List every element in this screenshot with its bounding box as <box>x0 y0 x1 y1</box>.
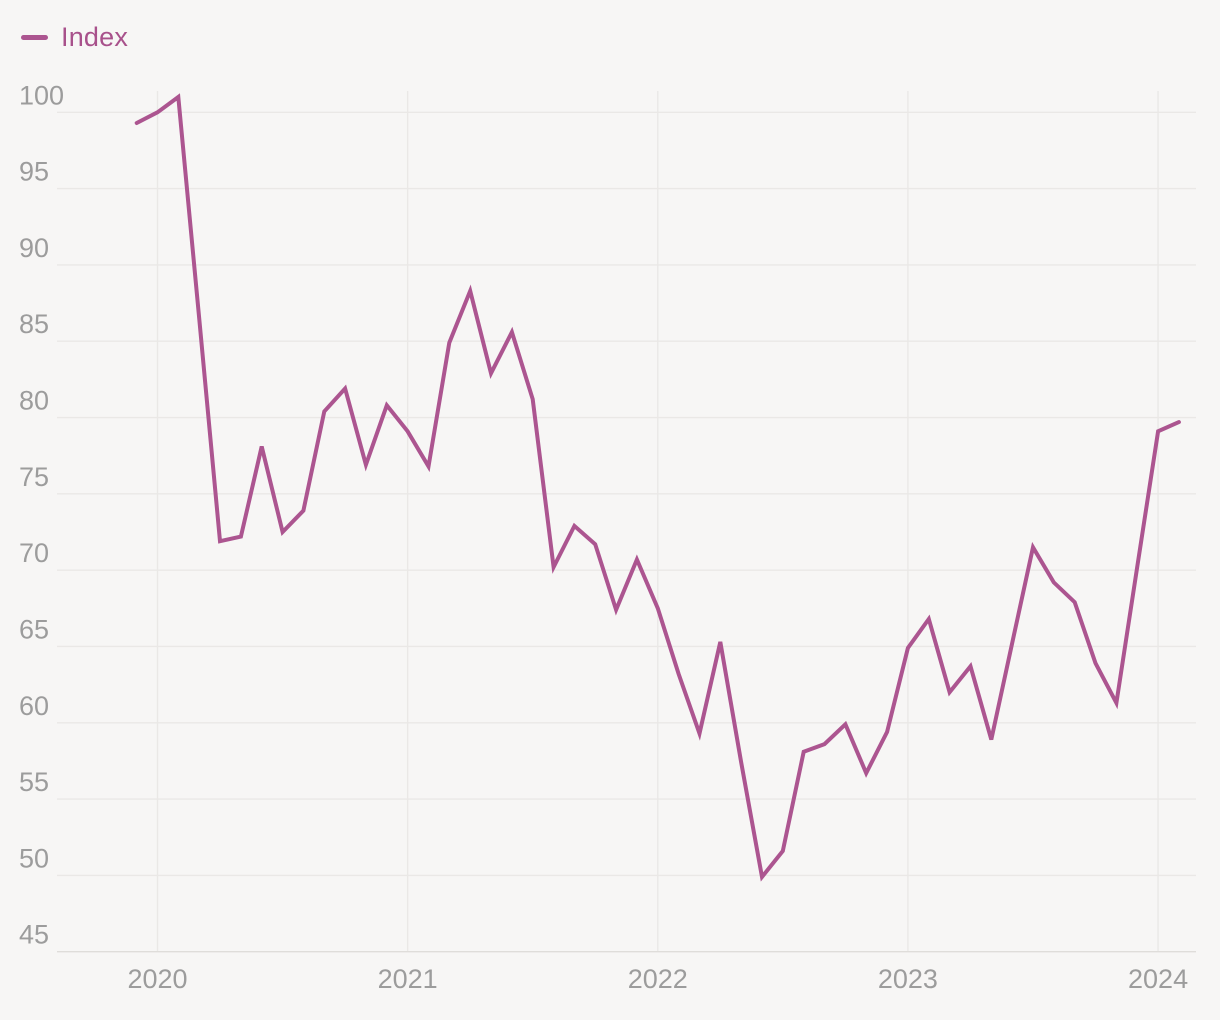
legend-label-index: Index <box>61 22 129 52</box>
y-axis-tick-label: 80 <box>19 386 49 416</box>
y-axis-tick-label: 75 <box>19 462 49 492</box>
y-axis-tick-label: 50 <box>19 843 49 873</box>
y-axis-tick-label: 85 <box>19 309 49 339</box>
x-axis-tick-label: 2024 <box>1128 964 1188 994</box>
y-axis-tick-label: 65 <box>19 614 49 644</box>
y-axis-tick-label: 55 <box>19 767 49 797</box>
x-axis-tick-label: 2022 <box>628 964 688 994</box>
y-axis-tick-label: 45 <box>19 920 49 950</box>
y-axis-tick-label: 90 <box>19 233 49 263</box>
index-series-line <box>134 93 1181 882</box>
y-axis-tick-label: 100 <box>19 80 64 110</box>
legend-swatch-index <box>21 34 48 40</box>
y-axis-tick-label: 70 <box>19 538 49 568</box>
x-axis-tick-label: 2021 <box>378 964 438 994</box>
x-axis-tick-label: 2020 <box>127 964 187 994</box>
x-axis-tick-label: 2023 <box>878 964 938 994</box>
legend[interactable]: Index <box>21 21 128 53</box>
y-axis-tick-label: 95 <box>19 157 49 187</box>
y-axis-tick-label: 60 <box>19 691 49 721</box>
